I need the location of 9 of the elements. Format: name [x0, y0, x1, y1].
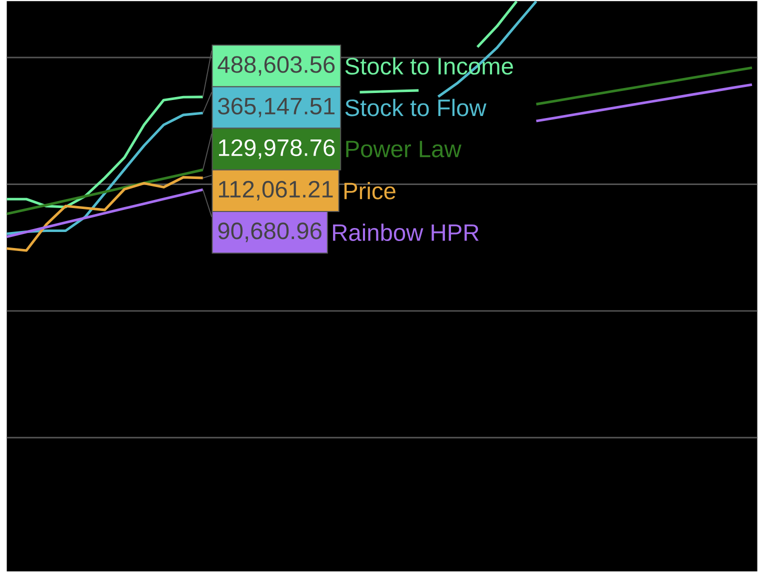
data-label: 112,061.21: [218, 180, 333, 200]
text: Price: [344, 182, 396, 200]
data-label: 129,978.76: [218, 139, 335, 159]
data-label: 365,147.51: [218, 98, 334, 118]
legend-label: Rainbow HPR: [333, 224, 479, 241]
series-label: Stock to Flow: [345, 98, 486, 116]
data-label: 90,680.96: [218, 222, 322, 242]
data-label: 488,603.56: [218, 56, 335, 76]
text: Power Law: [346, 140, 462, 158]
